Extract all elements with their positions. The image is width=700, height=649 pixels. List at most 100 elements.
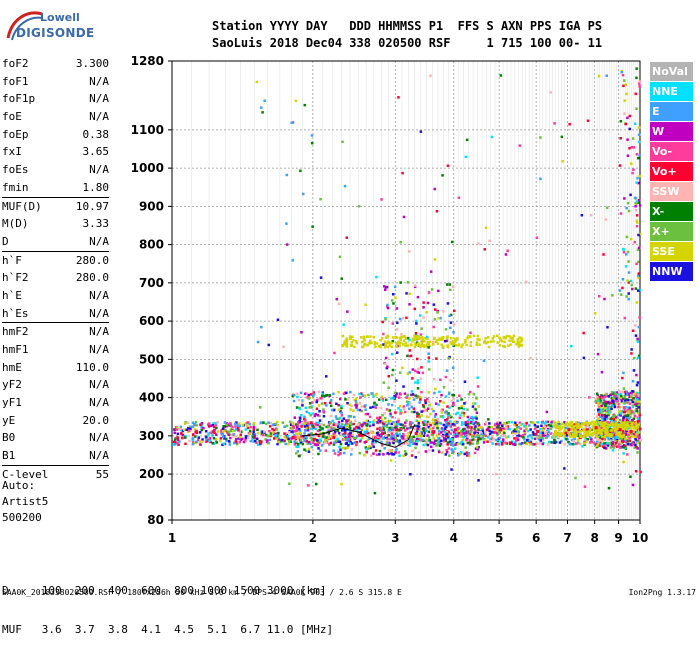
echo-point	[404, 341, 408, 345]
echo-point	[631, 390, 634, 393]
echo-point	[264, 422, 268, 426]
param-key: M(D)	[2, 217, 29, 231]
param-row-hmf1: hmF1 N/A	[2, 341, 109, 359]
echo-point	[351, 433, 354, 436]
echo-point	[602, 442, 606, 445]
echo-point	[638, 204, 642, 207]
echo-point	[363, 343, 366, 347]
echo-point	[334, 423, 338, 426]
echo-point	[506, 249, 509, 252]
echo-point	[298, 454, 301, 458]
echo-point	[229, 433, 232, 436]
echo-point	[606, 409, 609, 412]
echo-point	[440, 393, 443, 397]
echo-point	[339, 442, 343, 446]
y-tick-label: 600	[139, 314, 164, 328]
echo-point	[385, 398, 388, 402]
echo-point	[437, 436, 440, 440]
echo-point	[436, 425, 439, 428]
echo-point	[639, 470, 642, 474]
echo-point	[539, 177, 542, 181]
echo-point	[444, 419, 447, 422]
echo-point	[457, 407, 461, 410]
echo-point	[637, 133, 641, 136]
echo-point	[344, 343, 347, 346]
echo-point	[637, 272, 640, 275]
echo-point	[625, 92, 628, 96]
echo-point	[400, 335, 403, 339]
echo-point	[427, 430, 431, 434]
echo-point	[630, 443, 633, 447]
legend-item-x-: X-	[650, 202, 693, 221]
echo-point	[172, 443, 175, 446]
echo-point	[415, 430, 419, 434]
echo-point	[475, 343, 478, 347]
echo-point	[586, 119, 590, 122]
echo-point	[467, 425, 470, 429]
echo-point	[638, 153, 641, 157]
echo-point	[612, 442, 615, 446]
echo-point	[228, 422, 231, 426]
echo-point	[599, 401, 602, 404]
echo-point	[608, 417, 611, 421]
echo-point	[471, 421, 475, 425]
echo-point	[601, 437, 604, 440]
echo-point	[637, 403, 640, 407]
echo-point	[444, 375, 448, 379]
echo-point	[474, 438, 477, 441]
echo-point	[346, 398, 350, 401]
echo-point	[453, 424, 457, 427]
echo-point	[630, 421, 634, 425]
echo-point	[544, 434, 547, 438]
echo-point	[546, 435, 549, 438]
echo-point	[433, 421, 437, 425]
param-value: N/A	[89, 110, 109, 124]
header-values: SaoLuis 2018 Dec04 338 020500 RSF 1 715 …	[212, 36, 603, 50]
echo-point	[590, 420, 594, 424]
echo-point	[411, 421, 414, 425]
param-key: foF1	[2, 74, 29, 88]
echo-point	[189, 427, 192, 431]
echo-point	[618, 441, 621, 444]
echo-point	[293, 416, 296, 419]
echo-point	[426, 443, 430, 447]
echo-point	[343, 429, 347, 432]
echo-point	[360, 392, 363, 395]
echo-point	[607, 395, 610, 398]
echo-point	[616, 431, 619, 435]
echo-point	[373, 404, 377, 408]
echo-point	[408, 444, 411, 447]
echo-point	[397, 451, 400, 454]
echo-point	[345, 345, 349, 348]
echo-point	[474, 420, 478, 424]
echo-point	[629, 237, 633, 241]
echo-point	[319, 276, 323, 279]
echo-point	[626, 440, 629, 443]
echo-point	[263, 430, 266, 433]
echo-point	[406, 436, 410, 440]
echo-point	[435, 357, 438, 360]
echo-point	[230, 429, 233, 433]
echo-point	[467, 335, 470, 338]
echo-points	[172, 67, 642, 495]
echo-point	[296, 443, 300, 446]
echo-point	[251, 437, 254, 440]
echo-point	[409, 431, 412, 434]
echo-point	[433, 439, 437, 442]
y-tick-label: 700	[139, 276, 164, 290]
echo-point	[615, 421, 618, 425]
echo-point	[374, 449, 378, 452]
echo-point	[619, 446, 622, 450]
echo-point	[401, 436, 404, 439]
echo-point	[475, 417, 478, 420]
x-tick-label: 7	[563, 531, 571, 545]
echo-point	[195, 431, 199, 435]
echo-point	[598, 397, 602, 401]
echo-point	[260, 432, 264, 435]
echo-point	[564, 426, 568, 430]
echo-point	[632, 412, 636, 415]
echo-point	[638, 82, 641, 85]
echo-point	[248, 422, 251, 426]
echo-point	[239, 438, 243, 441]
echo-point	[627, 271, 631, 274]
